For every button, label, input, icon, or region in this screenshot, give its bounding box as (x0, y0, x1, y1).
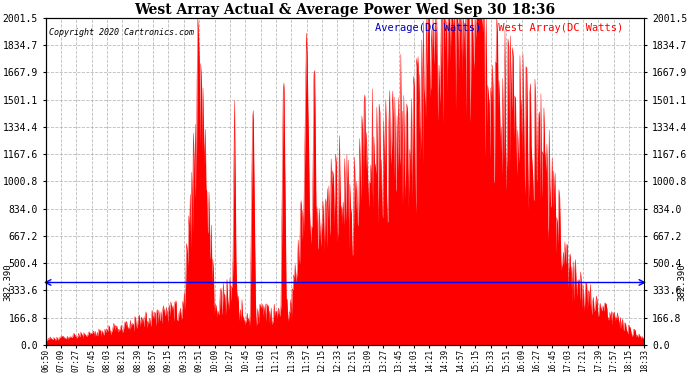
Title: West Array Actual & Average Power Wed Sep 30 18:36: West Array Actual & Average Power Wed Se… (135, 3, 555, 17)
Text: West Array(DC Watts): West Array(DC Watts) (492, 23, 623, 33)
Text: 382.390: 382.390 (678, 264, 687, 301)
Text: 382.390: 382.390 (3, 264, 12, 301)
Text: Copyright 2020 Cartronics.com: Copyright 2020 Cartronics.com (49, 28, 194, 37)
Text: Average(DC Watts): Average(DC Watts) (375, 23, 481, 33)
